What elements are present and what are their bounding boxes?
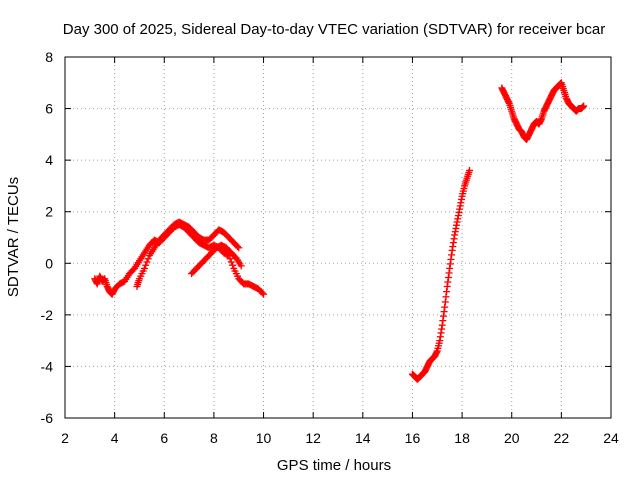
- data-point: [226, 255, 234, 263]
- series-segment-5: [498, 79, 588, 144]
- x-tick-label: 4: [111, 430, 119, 446]
- y-tick-label: -6: [41, 410, 54, 426]
- x-tick-label: 14: [355, 430, 371, 446]
- x-tick-label: 22: [554, 430, 570, 446]
- chart-title: Day 300 of 2025, Sidereal Day-to-day VTE…: [63, 21, 605, 38]
- y-tick-label: 6: [45, 101, 53, 117]
- x-tick-label: 18: [454, 430, 470, 446]
- y-tick-label: 0: [45, 255, 53, 271]
- plot-frame: [64, 56, 612, 419]
- x-tick-label: 16: [405, 430, 421, 446]
- x-tick-label: 2: [61, 430, 69, 446]
- series-segment-2: [133, 218, 243, 290]
- x-tick-label: 10: [256, 430, 272, 446]
- x-tick-label: 12: [305, 430, 321, 446]
- data-point: [235, 244, 243, 252]
- y-tick-label: -4: [41, 358, 54, 374]
- data-point: [142, 261, 150, 269]
- axis-ticks: [64, 56, 612, 419]
- data-point: [258, 289, 266, 297]
- data-point: [144, 255, 152, 263]
- x-axis-label: GPS time / hours: [277, 457, 391, 474]
- y-axis-label: SDTVAR / TECUs: [5, 177, 22, 297]
- data-point: [140, 264, 148, 272]
- data-point: [580, 102, 588, 110]
- y-tick-label: -2: [41, 307, 54, 323]
- data-point: [229, 261, 237, 269]
- data-point: [260, 290, 268, 298]
- data-point: [466, 166, 474, 174]
- x-tick-labels: 2 4 6 8 10 12 14 16 18 20 22 24: [61, 430, 619, 446]
- x-tick-label: 24: [603, 430, 619, 446]
- y-tick-label: 2: [45, 204, 53, 220]
- data-point: [143, 258, 151, 266]
- series-segment-4: [408, 166, 474, 383]
- x-tick-label: 6: [160, 430, 168, 446]
- data-point: [233, 243, 241, 251]
- grid: [65, 57, 611, 418]
- y-tick-labels: -6 -4 -2 0 2 4 6 8: [41, 49, 54, 426]
- data-points: [91, 79, 588, 383]
- data-point: [227, 258, 235, 266]
- x-tick-label: 8: [210, 430, 218, 446]
- y-tick-label: 8: [45, 49, 53, 65]
- data-point: [237, 262, 245, 270]
- y-tick-label: 4: [45, 152, 53, 168]
- x-tick-label: 20: [504, 430, 520, 446]
- series-segment-3: [188, 241, 245, 278]
